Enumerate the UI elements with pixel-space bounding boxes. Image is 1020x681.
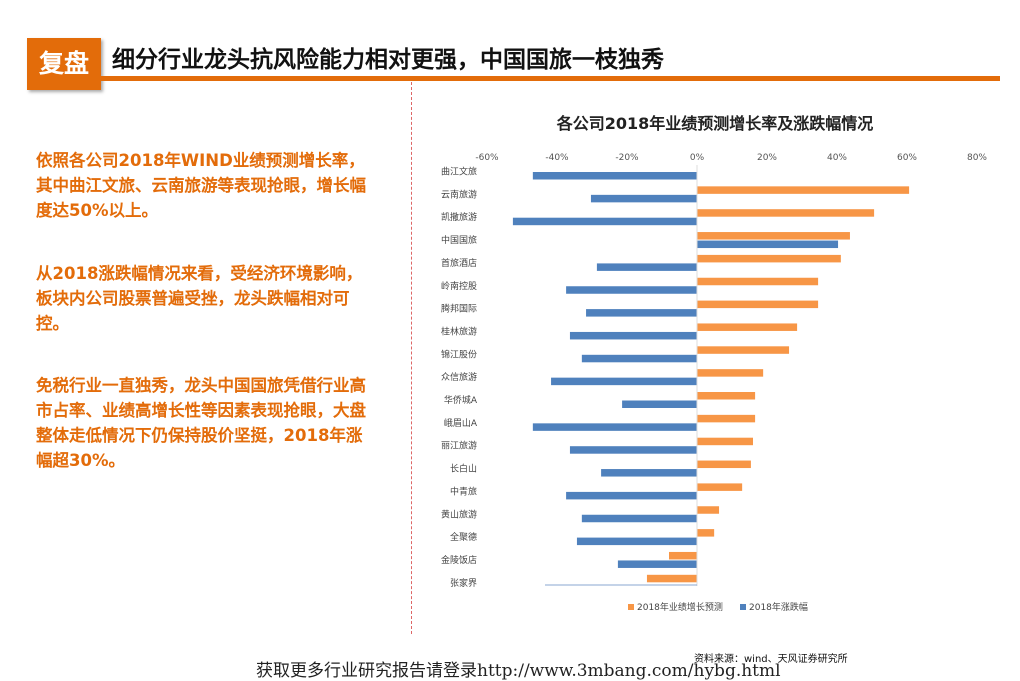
category-label: 云南旅游 xyxy=(441,188,477,200)
x-tick-label: -60% xyxy=(475,153,499,163)
forecast-bar xyxy=(697,369,764,377)
category-label: 桂林旅游 xyxy=(441,325,477,337)
forecast-bar xyxy=(669,551,697,560)
section-tag: 复盘 xyxy=(27,38,101,90)
category-label: 首旅酒店 xyxy=(441,257,477,269)
change-bar xyxy=(590,194,697,203)
category-label: 峨眉山A xyxy=(444,417,478,429)
change-bar xyxy=(581,514,697,523)
legend-swatch xyxy=(740,604,746,610)
category-label: 全聚德 xyxy=(450,531,477,543)
category-label: 众信旅游 xyxy=(441,371,477,383)
forecast-bar xyxy=(697,506,720,514)
category-label: 黄山旅游 xyxy=(441,508,477,520)
change-bar xyxy=(569,331,697,340)
change-bar xyxy=(576,537,697,546)
category-label: 中青旅 xyxy=(450,485,477,497)
change-bar xyxy=(532,423,697,431)
x-tick-label: 0% xyxy=(690,153,705,163)
change-bar xyxy=(551,377,697,386)
category-label: 岭南控股 xyxy=(441,280,477,292)
x-tick-label: 40% xyxy=(827,153,847,163)
legend-swatch xyxy=(628,604,634,610)
category-label: 曲江文旅 xyxy=(441,166,477,178)
source-note: 资料来源：wind、天风证券研究所 xyxy=(694,654,848,665)
change-bar xyxy=(512,217,697,226)
forecast-bar xyxy=(697,483,743,491)
change-bar xyxy=(581,354,697,363)
legend-label: 2018年业绩增长预测 xyxy=(637,601,723,613)
forecast-bar xyxy=(697,346,790,354)
change-bar xyxy=(566,286,697,294)
paragraph-2: 从2018涨跌幅情况来看，受经济环境影响，板块内公司股票普遍受挫，龙头跌幅相对可… xyxy=(36,264,363,333)
divider xyxy=(411,82,412,634)
x-tick-label: -40% xyxy=(545,153,569,163)
forecast-bar xyxy=(697,277,819,286)
forecast-bar xyxy=(697,323,798,331)
change-bar xyxy=(569,446,697,454)
chart-title: 各公司2018年业绩预测增长率及涨跌幅情况 xyxy=(556,114,874,133)
category-label: 金陵饭店 xyxy=(441,554,477,566)
category-label: 张家界 xyxy=(450,577,477,589)
x-tick-label: -20% xyxy=(615,153,639,163)
x-tick-label: 80% xyxy=(967,153,987,163)
category-label: 华侨城A xyxy=(444,394,478,406)
change-bar xyxy=(617,560,697,568)
category-label: 中国国旅 xyxy=(441,234,477,246)
forecast-bar xyxy=(697,186,910,194)
category-label: 长白山 xyxy=(450,463,477,475)
change-bar xyxy=(601,469,697,477)
forecast-bar xyxy=(646,574,697,583)
forecast-bar xyxy=(697,232,850,240)
forecast-bar xyxy=(697,254,841,263)
category-label: 锦江股份 xyxy=(441,348,477,360)
forecast-bar xyxy=(697,209,875,217)
category-label: 丽江旅游 xyxy=(441,440,477,452)
forecast-bar xyxy=(697,300,819,309)
legend-label: 2018年涨跌幅 xyxy=(749,601,808,613)
forecast-bar xyxy=(697,414,756,423)
forecast-bar xyxy=(697,392,756,400)
footer-link[interactable]: 获取更多行业研究报告请登录http://www.3mbang.com/hybg.… xyxy=(256,661,781,681)
x-tick-label: 60% xyxy=(897,153,917,163)
title-rule xyxy=(101,76,1000,81)
change-bar xyxy=(697,240,839,249)
forecast-bar xyxy=(697,529,715,537)
category-label: 腾邦国际 xyxy=(441,303,477,315)
forecast-bar xyxy=(697,460,751,469)
change-bar xyxy=(532,172,697,180)
category-label: 凯撒旅游 xyxy=(441,211,477,223)
change-bar xyxy=(622,400,697,408)
change-bar xyxy=(586,309,697,317)
paragraph-1: 依照各公司2018年WIND业绩预测增长率，其中曲江文旅、云南旅游等表现抢眼，增… xyxy=(36,151,366,220)
change-bar xyxy=(566,491,697,500)
paragraph-3: 免税行业一直独秀，龙头中国国旅凭借行业高市占率、业绩高增长性等因素表现抢眼，大盘… xyxy=(36,376,366,470)
page-title: 细分行业龙头抗风险能力相对更强，中国国旅一枝独秀 xyxy=(112,47,664,73)
change-bar xyxy=(596,263,697,271)
forecast-bar xyxy=(697,437,753,446)
x-tick-label: 20% xyxy=(757,153,777,163)
